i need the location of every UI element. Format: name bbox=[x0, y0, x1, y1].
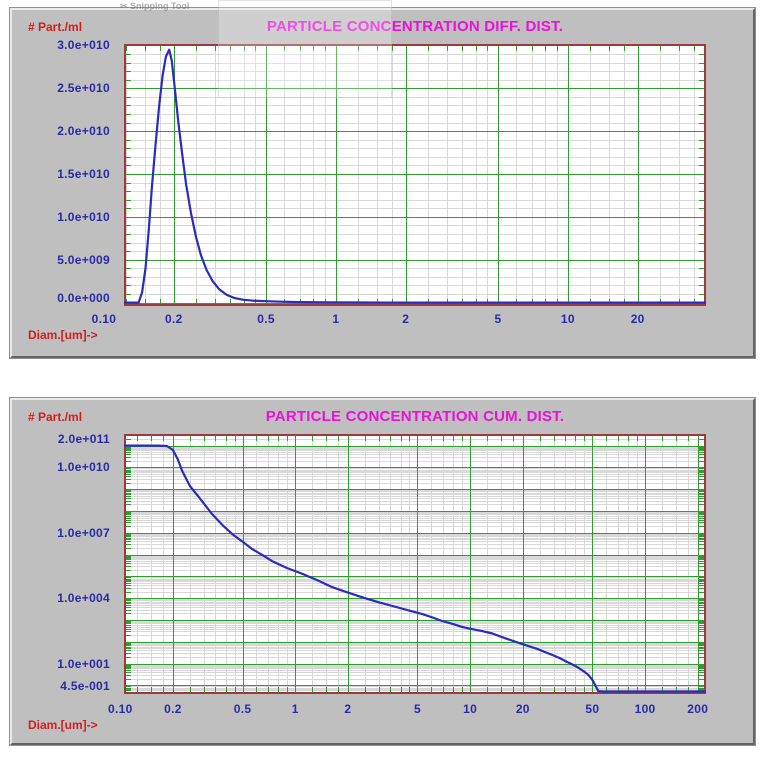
x-tick-label: 1 bbox=[291, 702, 299, 716]
x-axis-label: Diam.[um]-> bbox=[28, 718, 98, 732]
diff-dist-panel: # Part./ml PARTICLE CONCENTRATION DIFF. … bbox=[10, 8, 755, 358]
y-tick-label: 1.5e+010 bbox=[57, 167, 110, 181]
x-tick-label: 0.2 bbox=[164, 312, 183, 326]
cum-dist-title: PARTICLE CONCENTRATION CUM. DIST. bbox=[265, 408, 565, 425]
x-tick-label: 2 bbox=[344, 702, 352, 716]
cum-dist-plot bbox=[124, 434, 706, 694]
x-tick-label: 0.10 bbox=[91, 312, 117, 326]
x-tick-label: 0.5 bbox=[257, 312, 275, 326]
x-tick-label: 10 bbox=[560, 312, 575, 326]
x-tick-label: 2 bbox=[402, 312, 410, 326]
snipping-tool-watermark: ✂ Snipping Tool bbox=[120, 1, 189, 12]
y-tick-label: 0.0e+000 bbox=[57, 291, 110, 305]
y-tick-label: 1.0e+004 bbox=[57, 591, 110, 606]
concentration-curve bbox=[124, 444, 706, 693]
y-tick-label: 1.0e+007 bbox=[57, 525, 110, 540]
y-unit-label: # Part./ml bbox=[28, 410, 83, 424]
y-tick-label: 1.0e+010 bbox=[57, 460, 110, 475]
snipping-tool-icon: ✂ bbox=[120, 1, 131, 11]
y-unit-label: # Part./ml bbox=[28, 20, 83, 34]
x-tick-label: 5 bbox=[494, 312, 502, 326]
diff-dist-plot bbox=[124, 44, 706, 306]
concentration-curve bbox=[124, 48, 706, 304]
x-tick-label: 0.10 bbox=[108, 702, 133, 716]
x-tick-label: 100 bbox=[634, 702, 656, 716]
y-tick-label: 5.0e+009 bbox=[57, 252, 110, 267]
x-tick-label: 1 bbox=[332, 312, 340, 326]
x-tick-label: 50 bbox=[585, 702, 600, 716]
watermark-text: Snipping Tool bbox=[130, 1, 190, 11]
x-tick-label: 0.2 bbox=[164, 702, 182, 716]
y-tick-label: 1.0e+001 bbox=[57, 656, 110, 671]
x-axis-label: Diam.[um]-> bbox=[28, 328, 98, 342]
y-tick-label: 1.0e+010 bbox=[57, 209, 110, 224]
x-tick-label: 0.5 bbox=[233, 702, 252, 716]
y-tick-label: 3.0e+010 bbox=[57, 38, 110, 53]
x-tick-label: 20 bbox=[515, 702, 530, 716]
diff-dist-title: PARTICLE CONCENTRATION DIFF. DIST. bbox=[266, 18, 564, 35]
x-tick-label: 200 bbox=[687, 702, 709, 716]
y-tick-label: 2.5e+010 bbox=[57, 81, 110, 96]
y-tick-label: 4.5e-001 bbox=[60, 679, 110, 693]
cum-dist-panel: # Part./ml PARTICLE CONCENTRATION CUM. D… bbox=[10, 398, 755, 745]
y-tick-label: 2.0e+011 bbox=[57, 432, 110, 447]
x-tick-label: 20 bbox=[630, 312, 645, 326]
x-tick-label: 10 bbox=[463, 702, 478, 716]
y-tick-label: 2.0e+010 bbox=[57, 124, 110, 139]
x-tick-label: 5 bbox=[413, 702, 421, 716]
